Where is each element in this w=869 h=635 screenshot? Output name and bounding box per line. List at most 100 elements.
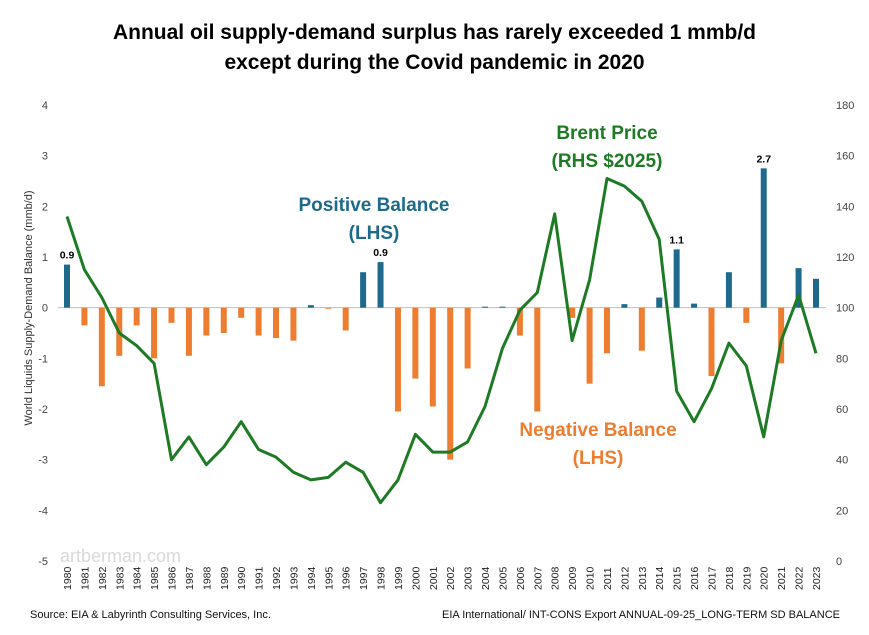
x-tick-label: 1982 xyxy=(97,566,109,590)
y-axis-label: World Liquids Supply-Demand Balance (mmb… xyxy=(23,190,35,425)
x-tick-label: 2011 xyxy=(602,567,614,590)
x-tick-label: 1990 xyxy=(236,566,248,590)
negative-balance-label: Negative Balance xyxy=(519,420,676,441)
bar-1998 xyxy=(377,262,384,308)
y-tick-label: 4 xyxy=(42,100,48,112)
data-label-2020: 2.7 xyxy=(756,153,771,165)
y2-tick-label: 180 xyxy=(836,100,854,112)
data-label-2015: 1.1 xyxy=(669,234,684,246)
bar-2006 xyxy=(516,307,523,336)
y-axis-right: 180 160 140 120 100 80 60 40 20 0 xyxy=(836,100,854,568)
bar-1997 xyxy=(360,272,367,308)
positive-balance-label: Positive Balance xyxy=(298,195,449,216)
bar-2022 xyxy=(795,268,802,308)
bar-2018 xyxy=(725,272,732,308)
x-tick-label: 2001 xyxy=(428,566,440,590)
y-axis-left: 4 3 2 1 0 -1 -2 -3 -4 -5 xyxy=(38,100,48,568)
x-tick-label: 2005 xyxy=(497,566,509,590)
x-tick-label: 2009 xyxy=(567,566,579,590)
bar-1993 xyxy=(290,307,297,341)
x-tick-label: 2022 xyxy=(794,566,806,590)
x-tick-label: 1987 xyxy=(184,566,196,590)
bar-2023 xyxy=(813,278,819,308)
x-tick-label: 2002 xyxy=(445,566,457,590)
bar-2001 xyxy=(429,307,436,407)
y-tick-label: 0 xyxy=(42,303,48,315)
bar-1980 xyxy=(64,264,70,308)
y2-tick-label: 140 xyxy=(836,201,854,213)
bar-1986 xyxy=(168,307,175,323)
bar-1991 xyxy=(255,307,262,336)
x-tick-label: 1995 xyxy=(323,566,335,590)
bar-2019 xyxy=(743,307,750,323)
y2-tick-label: 40 xyxy=(836,455,848,467)
bar-2016 xyxy=(691,303,698,308)
brent-price-line xyxy=(65,177,818,505)
brent-price-label: Brent Price xyxy=(556,123,657,144)
bar-2013 xyxy=(638,307,645,351)
y2-tick-label: 0 xyxy=(836,556,842,568)
y2-tick-label: 20 xyxy=(836,505,848,517)
data-labels: 0.9 0.9 1.1 2.7 xyxy=(60,153,772,261)
bar-2014 xyxy=(656,297,663,308)
y-tick-label: -5 xyxy=(38,556,48,568)
bar-2020 xyxy=(760,168,767,308)
bar-2005 xyxy=(499,306,506,308)
y-tick-label: 1 xyxy=(42,252,48,264)
bar-1992 xyxy=(273,307,280,339)
x-tick-label: 2003 xyxy=(463,566,475,590)
bar-1982 xyxy=(98,307,105,387)
bar-2011 xyxy=(603,307,610,354)
x-tick-label: 2012 xyxy=(619,566,631,590)
x-tick-label: 1999 xyxy=(393,566,405,590)
x-tick-label: 1998 xyxy=(376,566,388,590)
x-tick-label: 2006 xyxy=(515,566,527,590)
x-tick-label: 1985 xyxy=(149,566,161,590)
x-tick-label: 2021 xyxy=(776,566,788,590)
bar-2017 xyxy=(708,307,715,377)
watermark: artberman.com xyxy=(60,546,181,566)
x-tick-label: 1994 xyxy=(306,566,318,590)
x-tick-label: 1992 xyxy=(271,566,283,590)
y2-tick-label: 60 xyxy=(836,404,848,416)
x-tick-label: 2010 xyxy=(585,566,597,590)
x-tick-label: 1986 xyxy=(167,566,179,590)
bar-2007 xyxy=(534,307,541,412)
x-tick-label: 1989 xyxy=(219,566,231,590)
x-tick-label: 2013 xyxy=(637,566,649,590)
x-axis: 1980 1981 1982 1983 1984 1985 1986 1987 1988 1989… xyxy=(62,566,823,590)
x-tick-label: 2023 xyxy=(811,566,823,590)
x-tick-label: 1993 xyxy=(288,566,300,590)
y-tick-label: -3 xyxy=(38,455,48,467)
x-tick-label: 1997 xyxy=(358,566,370,590)
x-tick-label: 1981 xyxy=(79,566,91,590)
bar-2004 xyxy=(482,306,489,308)
credit-note: EIA International/ INT-CONS Export ANNUA… xyxy=(442,609,840,621)
x-tick-label: 2014 xyxy=(654,566,666,590)
x-tick-label: 2019 xyxy=(741,566,753,590)
bar-1996 xyxy=(342,307,349,331)
x-tick-label: 1983 xyxy=(114,566,126,590)
bar-1999 xyxy=(394,307,401,412)
chart-title-line1: Annual oil supply-demand surplus has rar… xyxy=(112,21,756,44)
chart-title: Annual oil supply-demand surplus has rar… xyxy=(0,18,869,78)
bar-2002 xyxy=(447,307,454,460)
data-label-1980: 0.9 xyxy=(60,250,75,262)
data-label-1998: 0.9 xyxy=(373,247,388,259)
bar-1985 xyxy=(151,307,158,359)
x-tick-label: 1991 xyxy=(254,566,266,590)
x-tick-label: 2016 xyxy=(689,566,701,590)
x-tick-label: 2017 xyxy=(706,566,718,590)
bar-2012 xyxy=(621,304,628,308)
x-tick-label: 2007 xyxy=(532,566,544,590)
x-tick-label: 1984 xyxy=(132,566,144,590)
bar-1988 xyxy=(203,307,210,336)
y2-tick-label: 160 xyxy=(836,151,854,163)
bar-1995 xyxy=(325,307,332,309)
x-tick-label: 2015 xyxy=(672,566,684,590)
chart-title-line2: except during the Covid pandemic in 2020 xyxy=(224,51,645,74)
x-tick-label: 2008 xyxy=(550,566,562,590)
bar-2009 xyxy=(569,307,576,318)
brent-price-rhs-label: (RHS $2025) xyxy=(552,151,663,172)
